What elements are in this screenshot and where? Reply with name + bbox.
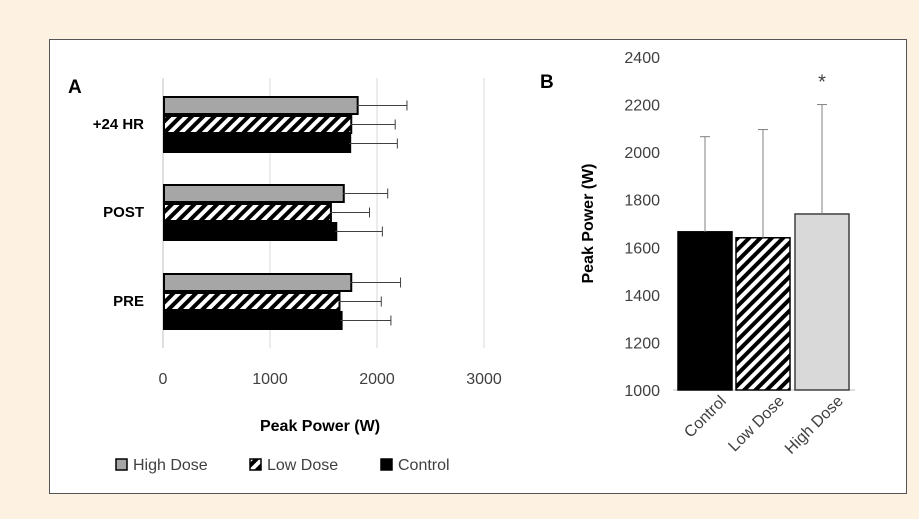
panel-b-y-tick-label: 1600	[624, 240, 660, 257]
panel-a-bar	[163, 292, 341, 311]
legend-label: High Dose	[133, 457, 208, 474]
panel-a-x-tick-label: 0	[159, 371, 168, 388]
legend-swatch	[380, 458, 393, 471]
panel-b-x-tick-label: Control	[681, 393, 729, 441]
panel-b-bar	[677, 231, 733, 391]
panel-a-label: A	[68, 77, 82, 98]
panel-a-bar	[163, 134, 352, 153]
panel-a-bar	[163, 203, 332, 222]
panel-b-y-tick-label: 1000	[624, 383, 660, 400]
panel-a-x-tick-label: 1000	[252, 371, 288, 388]
panel-a-bar	[163, 115, 353, 134]
legend-swatch	[249, 458, 262, 471]
legend-label: Control	[398, 457, 450, 474]
panel-a-category-label: POST	[103, 204, 144, 221]
panel-a-bar	[163, 311, 343, 330]
panel-b-y-tick-label: 2400	[624, 50, 660, 67]
panel-a-category-label: PRE	[113, 293, 144, 310]
panel-a-bar	[163, 222, 338, 241]
panel-a-x-tick-label: 2000	[359, 371, 395, 388]
panel-b-x-tick-label: High Dose	[782, 393, 847, 458]
significance-asterisk: *	[818, 72, 826, 94]
panel-b-y-axis-title: Peak Power (W)	[580, 163, 597, 283]
panel-a-bar	[163, 96, 359, 115]
panel-b-y-tick-label: 1400	[624, 288, 660, 305]
legend-swatch	[115, 458, 128, 471]
panel-b-x-tick-label: Low Dose	[725, 393, 787, 455]
panel-a-bar	[163, 273, 353, 292]
panel-a-x-axis-title: Peak Power (W)	[260, 418, 380, 435]
panel-b-y-tick-label: 2200	[624, 98, 660, 115]
panel-a-x-tick-label: 3000	[466, 371, 502, 388]
panel-a-category-label: +24 HR	[93, 116, 144, 133]
panel-b-chart: B 1000 1200 1400 1600 1800 2000 2200 2400 Peak Po…	[540, 50, 855, 458]
panel-a-bar	[163, 184, 345, 203]
panel-b-y-tick-label: 2000	[624, 145, 660, 162]
panel-a-chart: A 0 1000 2000 3000 +24 HR POST PRE Peak Power (W…	[68, 77, 502, 474]
panel-b-y-tick-label: 1800	[624, 193, 660, 210]
panel-b-bar	[794, 213, 850, 391]
legend-label: Low Dose	[267, 457, 338, 474]
panel-b-y-tick-label: 1200	[624, 335, 660, 352]
panel-b-bar	[735, 237, 791, 391]
panel-b-label: B	[540, 72, 554, 93]
